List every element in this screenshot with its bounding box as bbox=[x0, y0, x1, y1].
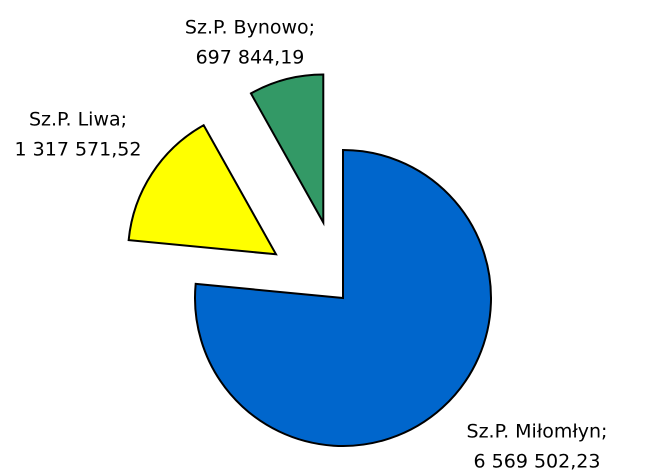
slice-label: Sz.P. Liwa; bbox=[29, 109, 127, 131]
slice-value-label: 697 844,19 bbox=[196, 47, 305, 69]
pie-slice bbox=[194, 148, 492, 447]
pie-slice bbox=[249, 73, 325, 227]
pie-slice bbox=[127, 123, 278, 256]
slice-label: Sz.P. Miłomłyn; bbox=[467, 421, 608, 443]
slice-label: Sz.P. Bynowo; bbox=[185, 17, 315, 39]
slice-value-label: 1 317 571,52 bbox=[15, 139, 142, 161]
slice-value-label: 6 569 502,23 bbox=[474, 451, 601, 473]
